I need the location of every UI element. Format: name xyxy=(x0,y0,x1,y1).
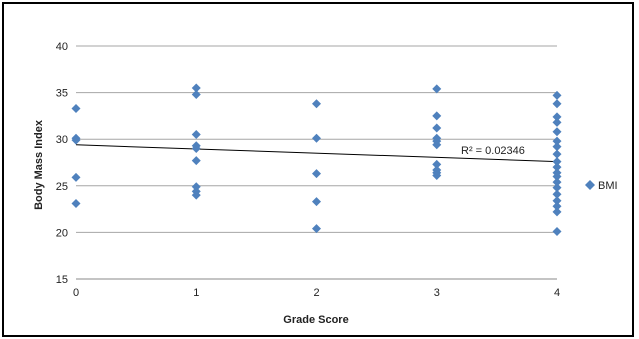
y-tick-label: 35 xyxy=(56,88,68,100)
legend-marker-bmi xyxy=(585,180,595,190)
data-point xyxy=(191,83,201,93)
trendline xyxy=(75,144,558,163)
data-point xyxy=(552,136,562,146)
x-axis-title: Grade Score xyxy=(283,314,348,326)
r-squared-annotation: R² = 0.02346 xyxy=(461,145,525,157)
data-point xyxy=(552,127,562,137)
data-point xyxy=(432,159,442,169)
y-tick-labels: 15 20 25 30 35 40 xyxy=(56,41,68,286)
chart-frame xyxy=(2,2,634,337)
data-point xyxy=(552,99,562,109)
data-point xyxy=(552,157,562,167)
y-axis-title: Body Mass Index xyxy=(33,119,45,210)
data-point xyxy=(432,123,442,133)
data-point xyxy=(552,196,562,206)
data-point xyxy=(552,142,562,152)
data-point xyxy=(552,201,562,211)
data-points xyxy=(71,83,562,236)
data-point xyxy=(312,169,321,179)
data-point xyxy=(552,117,562,127)
data-point xyxy=(312,224,321,234)
x-tick-labels: 0 1 2 3 4 xyxy=(73,287,560,299)
data-point xyxy=(552,183,562,193)
data-point xyxy=(191,182,201,192)
data-point xyxy=(552,90,562,100)
data-point xyxy=(191,89,201,99)
data-point xyxy=(191,144,201,154)
x-tick-label: 3 xyxy=(434,287,440,299)
data-point xyxy=(312,133,321,143)
x-tick-label: 1 xyxy=(193,287,199,299)
y-tick-label: 15 xyxy=(56,274,68,286)
y-tick-label: 40 xyxy=(56,41,68,53)
data-point xyxy=(191,190,201,200)
gridlines xyxy=(76,45,557,233)
data-point xyxy=(552,177,562,187)
y-tick-label: 25 xyxy=(56,181,68,193)
legend: BMI xyxy=(585,180,618,192)
data-point xyxy=(552,149,562,159)
data-point xyxy=(191,156,201,166)
x-tick-label: 0 xyxy=(73,287,79,299)
x-tick-label: 2 xyxy=(313,287,319,299)
data-point xyxy=(552,207,562,217)
data-point xyxy=(432,111,442,121)
data-point xyxy=(552,171,562,181)
data-point xyxy=(432,171,442,181)
data-point xyxy=(552,226,562,236)
data-point xyxy=(432,84,442,94)
data-point xyxy=(71,135,81,145)
data-point xyxy=(432,140,442,150)
data-point xyxy=(71,172,81,182)
data-point xyxy=(552,189,562,199)
x-tick-label: 4 xyxy=(554,287,560,299)
data-point xyxy=(312,99,321,109)
data-point xyxy=(552,162,562,172)
data-point xyxy=(552,112,562,122)
y-tick-label: 20 xyxy=(56,227,68,239)
y-tick-label: 30 xyxy=(56,134,68,146)
legend-label-bmi: BMI xyxy=(598,180,618,192)
data-point xyxy=(191,130,201,140)
data-point xyxy=(312,197,321,207)
data-point xyxy=(71,103,81,113)
data-point xyxy=(71,199,81,209)
